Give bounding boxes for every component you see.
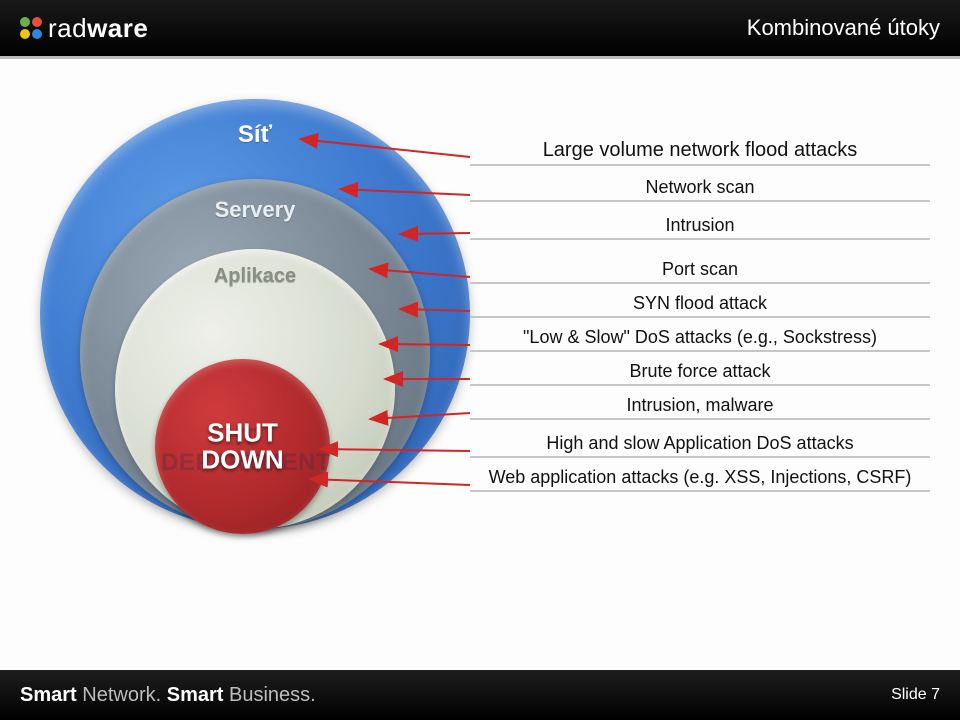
callout-underline [470, 200, 930, 202]
callout-underline [470, 456, 930, 458]
slide-number: Slide 7 [891, 686, 940, 704]
tag2-thin: Business. [223, 684, 315, 706]
callout-text: Port scan [470, 259, 930, 280]
callout-item: Port scan [470, 259, 930, 284]
tag1-strong: Smart [20, 684, 77, 706]
callout-underline [470, 316, 930, 318]
callout-text: Large volume network flood attacks [470, 139, 930, 162]
logo-dot [20, 17, 30, 27]
core-text: SHUT DOWN [201, 419, 283, 474]
callout-text: Intrusion, malware [470, 395, 930, 416]
callout-item: High and slow Application DoS attacks [470, 433, 930, 458]
slide-title: Kombinované útoky [747, 15, 940, 41]
callout-underline [470, 282, 930, 284]
brand-logo: radware [20, 13, 148, 44]
header-bar: radware Kombinované útoky [0, 0, 960, 56]
logo-dot [32, 29, 42, 39]
footer-tagline: Smart Network. Smart Business. [20, 684, 316, 707]
logo-dots [20, 17, 42, 39]
callout-item: Intrusion, malware [470, 395, 930, 420]
brand-text: radware [48, 13, 148, 44]
callout-underline [470, 350, 930, 352]
diagram-stage: Síť Servery Aplikace IT DEPARTMENT SHUT … [0, 59, 960, 670]
callout-item: "Low & Slow" DoS attacks (e.g., Sockstre… [470, 327, 930, 352]
callout-item: Web application attacks (e.g. XSS, Injec… [470, 467, 930, 492]
callout-text: High and slow Application DoS attacks [470, 433, 930, 454]
callout-item: SYN flood attack [470, 293, 930, 318]
callout-text: Network scan [470, 177, 930, 198]
callout-underline [470, 238, 930, 240]
brand-prefix: rad [48, 13, 87, 43]
callout-underline [470, 384, 930, 386]
tag1-thin: Network. [77, 684, 161, 706]
ring-core: IT DEPARTMENT SHUT DOWN [155, 359, 330, 534]
callout-item: Network scan [470, 177, 930, 202]
callout-text: Brute force attack [470, 361, 930, 382]
callout-underline [470, 164, 930, 166]
logo-dot [20, 29, 30, 39]
ring-network-label: Síť [238, 121, 272, 149]
ring-servers-label: Servery [215, 197, 296, 223]
footer-bar: Smart Network. Smart Business. Slide 7 [0, 670, 960, 720]
callout-text: SYN flood attack [470, 293, 930, 314]
callout-item: Brute force attack [470, 361, 930, 386]
core-line2: DOWN [201, 445, 283, 475]
brand-suffix: ware [87, 13, 148, 43]
logo-dot [32, 17, 42, 27]
ring-application-label: Aplikace [214, 265, 296, 288]
tag2-strong: Smart [167, 684, 224, 706]
core-line1: SHUT [207, 417, 278, 447]
callout-text: Web application attacks (e.g. XSS, Injec… [470, 467, 930, 488]
callout-item: Intrusion [470, 215, 930, 240]
callout-item: Large volume network flood attacks [470, 139, 930, 166]
callout-underline [470, 418, 930, 420]
callout-text: "Low & Slow" DoS attacks (e.g., Sockstre… [470, 327, 930, 348]
callout-underline [470, 490, 930, 492]
callout-text: Intrusion [470, 215, 930, 236]
